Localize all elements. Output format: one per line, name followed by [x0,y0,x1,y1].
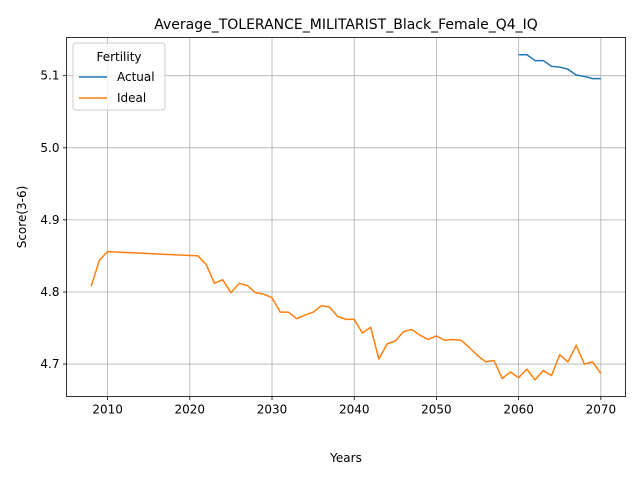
x-tick-label: 2060 [503,403,534,417]
legend: Fertility Actual Ideal [72,42,166,111]
x-tick-label: 2020 [175,403,206,417]
y-tick-label: 4.7 [40,357,59,371]
series-line-ideal [90,250,602,381]
legend-label-actual: Actual [117,70,155,84]
y-tick-label: 4.9 [40,213,59,227]
x-tick-label: 2010 [92,403,123,417]
y-tick-label: 4.8 [40,285,59,299]
x-tick-label: 2030 [257,403,288,417]
grid [66,37,626,397]
y-tick-label: 5.1 [40,69,59,83]
legend-box [72,42,166,111]
x-tick-label: 2040 [339,403,370,417]
y-tick-label: 5.0 [40,141,59,155]
chart-title: Average_TOLERANCE_MILITARIST_Black_Femal… [154,17,538,33]
legend-title: Fertility [96,50,141,64]
x-axis-label: Years [329,451,362,465]
plot-frame [66,37,626,397]
x-tick-label: 2050 [421,403,452,417]
x-tick-label: 2070 [586,403,617,417]
y-axis-label: Score(3-6) [15,186,29,249]
legend-entries: Actual Ideal [79,70,155,105]
series-lines [90,54,602,381]
legend-label-ideal: Ideal [117,91,146,105]
axis-ticks: 2010 2020 2030 2040 2050 2060 2070 4.7 4.8 4.9 5.0… [40,69,616,417]
series-line-actual [518,54,601,80]
